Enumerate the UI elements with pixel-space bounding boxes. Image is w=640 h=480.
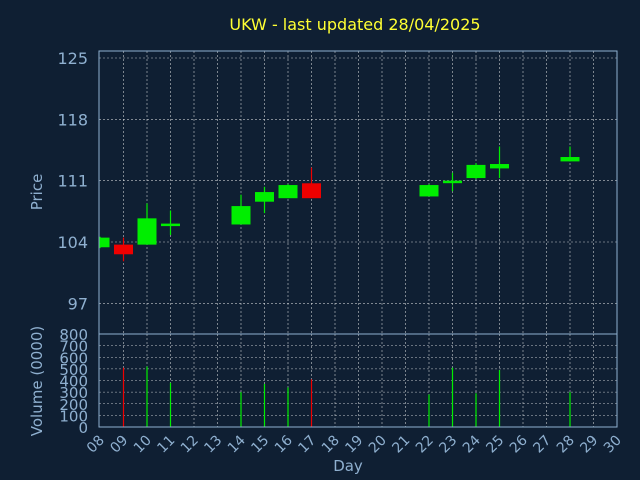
x-tick-label: 20 — [366, 433, 390, 457]
x-tick-label: 12 — [178, 433, 202, 457]
x-tick-label: 25 — [483, 433, 507, 457]
price-axis-label: Price — [28, 174, 46, 211]
x-tick-label: 29 — [577, 433, 601, 457]
x-tick-label: 27 — [530, 433, 554, 457]
price-grid — [99, 51, 617, 334]
candle-body — [114, 244, 133, 255]
x-tick-label: 09 — [107, 433, 131, 457]
x-tick-label: 15 — [248, 433, 272, 457]
price-tick-label: 111 — [57, 172, 88, 191]
volume-grid — [99, 334, 617, 427]
price-tick-label: 118 — [57, 110, 88, 129]
candle-body — [560, 157, 580, 162]
x-tick-label: 18 — [319, 433, 343, 457]
candle-body — [490, 164, 509, 169]
volume-tick-label: 100 — [59, 407, 88, 425]
candles-layer — [99, 146, 580, 262]
x-tick-label: 23 — [436, 433, 460, 457]
price-panel-frame — [98, 50, 618, 335]
candle-body — [443, 180, 462, 184]
volume-axis-label: Volume (0000) — [28, 326, 46, 436]
candle-body — [419, 185, 439, 197]
volume-tick-label: 500 — [59, 361, 88, 379]
ticks-layer: 08 09 10 11 12 13 14 15 16 17 18 19 20 21 22 23 24 25 26 27… — [57, 49, 624, 456]
candle-body — [161, 223, 180, 227]
x-tick-label: 21 — [389, 433, 413, 457]
volume-tick-label: 800 — [59, 326, 88, 344]
volume-tick-label: 600 — [59, 349, 88, 367]
x-tick-label: 28 — [554, 433, 578, 457]
x-tick-label: 24 — [460, 432, 484, 456]
candle-body — [278, 185, 298, 199]
price-tick-label: 104 — [57, 233, 88, 252]
volume-tick-label: 0 — [78, 419, 88, 437]
price-tick-label: 125 — [57, 49, 88, 68]
volume-bars-layer — [122, 366, 571, 427]
volume-tick-label: 200 — [59, 396, 88, 414]
price-tick-label: 97 — [68, 294, 88, 313]
chart-title: UKW - last updated 28/04/2025 — [229, 15, 480, 34]
x-tick-label: 13 — [201, 433, 225, 457]
x-tick-label: 17 — [295, 433, 319, 457]
candle-body — [100, 237, 110, 248]
x-tick-label: 26 — [507, 432, 531, 456]
candle-body — [231, 206, 251, 225]
x-tick-label: 22 — [413, 433, 437, 457]
x-tick-label: 30 — [601, 433, 625, 457]
volume-panel-frame — [98, 333, 618, 428]
x-tick-label: 10 — [131, 433, 155, 457]
x-tick-label: 14 — [225, 432, 249, 456]
volume-tick-label: 300 — [59, 384, 88, 402]
volume-tick-label: 400 — [59, 373, 88, 391]
volume-tick-label: 700 — [59, 338, 88, 356]
candle-body — [255, 192, 274, 202]
x-tick-label: 11 — [154, 433, 178, 457]
x-tick-label: 19 — [342, 433, 366, 457]
x-tick-label: 16 — [272, 432, 296, 456]
candle-body — [466, 164, 486, 179]
x-axis-label: Day — [333, 457, 363, 475]
candle-body — [302, 183, 321, 199]
candle-body — [137, 218, 157, 245]
